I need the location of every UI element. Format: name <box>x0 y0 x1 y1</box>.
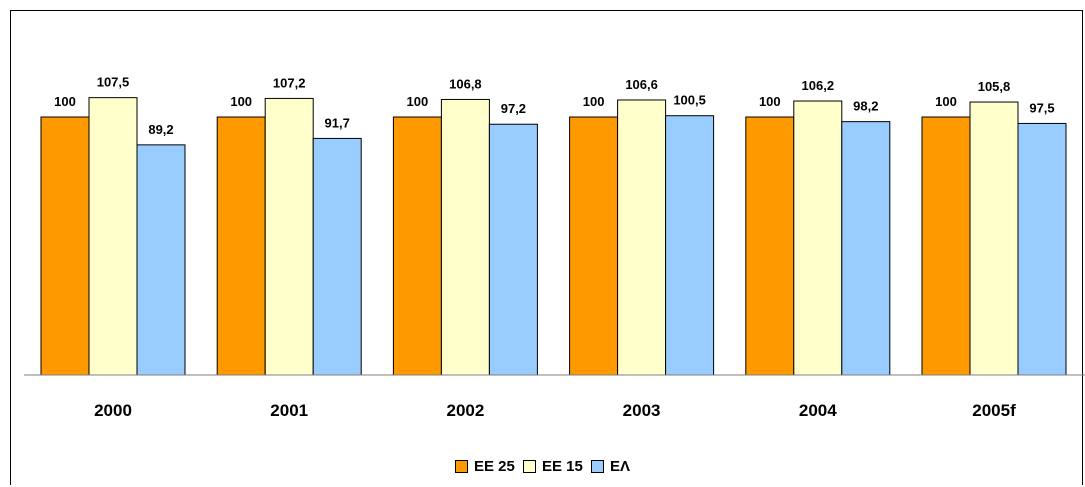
bar-2004-series-2 <box>841 121 891 376</box>
x-tick-label-2004: 2004 <box>799 401 837 420</box>
bar-2005f-series-1 <box>969 101 1019 376</box>
legend: ΕΕ 25 ΕΕ 15 ΕΛ <box>0 458 1085 477</box>
chart-frame <box>10 10 1083 485</box>
legend-label-ee15: ΕΕ 15 <box>541 458 583 475</box>
legend-swatch-el <box>591 460 605 473</box>
x-tick-label-2001: 2001 <box>270 401 308 420</box>
data-label-2002-series-1: 106,8 <box>449 76 482 91</box>
bar-2000-series-0 <box>40 116 90 376</box>
x-tick-label-2000: 2000 <box>94 401 132 420</box>
data-label-2000-series-1: 107,5 <box>97 75 130 90</box>
bar-2003-series-0 <box>569 116 619 376</box>
data-label-2003-series-1: 106,6 <box>625 77 658 92</box>
bar-2002-series-0 <box>392 116 442 376</box>
bar-2004-series-0 <box>745 116 795 376</box>
data-label-2000-series-0: 100 <box>54 94 76 109</box>
x-tick-label-2005f: 2005f <box>972 401 1016 420</box>
data-label-2002-series-2: 97,2 <box>501 101 526 116</box>
data-label-2001-series-1: 107,2 <box>273 75 306 90</box>
data-label-2005f-series-2: 97,5 <box>1029 100 1054 115</box>
data-label-2003-series-0: 100 <box>583 94 605 109</box>
data-label-2003-series-2: 100,5 <box>673 93 706 108</box>
data-label-2004-series-0: 100 <box>759 94 781 109</box>
bar-2004-series-1 <box>793 100 843 376</box>
bar-2003-series-2 <box>665 115 715 376</box>
bar-2001-series-2 <box>312 137 362 376</box>
legend-item-ee15: ΕΕ 15 <box>522 458 583 475</box>
data-label-2004-series-2: 98,2 <box>853 99 878 114</box>
x-tick-label-2003: 2003 <box>623 401 661 420</box>
bar-2002-series-1 <box>440 98 490 376</box>
bar-2005f-series-2 <box>1017 122 1067 376</box>
bar-2000-series-2 <box>136 144 186 376</box>
bar-2001-series-0 <box>216 116 266 376</box>
x-tick-label-2002: 2002 <box>446 401 484 420</box>
bar-2001-series-1 <box>264 97 314 376</box>
data-label-2005f-series-0: 100 <box>935 94 957 109</box>
legend-swatch-ee25 <box>454 460 468 473</box>
bar-2003-series-1 <box>617 99 667 376</box>
legend-item-el: ΕΛ <box>591 458 630 475</box>
data-label-2004-series-1: 106,2 <box>802 78 835 93</box>
bar-2002-series-2 <box>488 123 538 376</box>
data-label-2001-series-2: 91,7 <box>325 115 350 130</box>
legend-label-el: ΕΛ <box>610 458 631 475</box>
bar-2000-series-1 <box>88 97 138 376</box>
data-label-2005f-series-1: 105,8 <box>978 79 1011 94</box>
legend-label-ee25: ΕΕ 25 <box>473 458 515 475</box>
data-label-2001-series-0: 100 <box>230 94 252 109</box>
bar-2005f-series-0 <box>921 116 971 376</box>
data-label-2000-series-2: 89,2 <box>148 122 173 137</box>
legend-swatch-ee15 <box>522 460 536 473</box>
data-label-2002-series-0: 100 <box>407 94 429 109</box>
legend-item-ee25: ΕΕ 25 <box>454 458 515 475</box>
